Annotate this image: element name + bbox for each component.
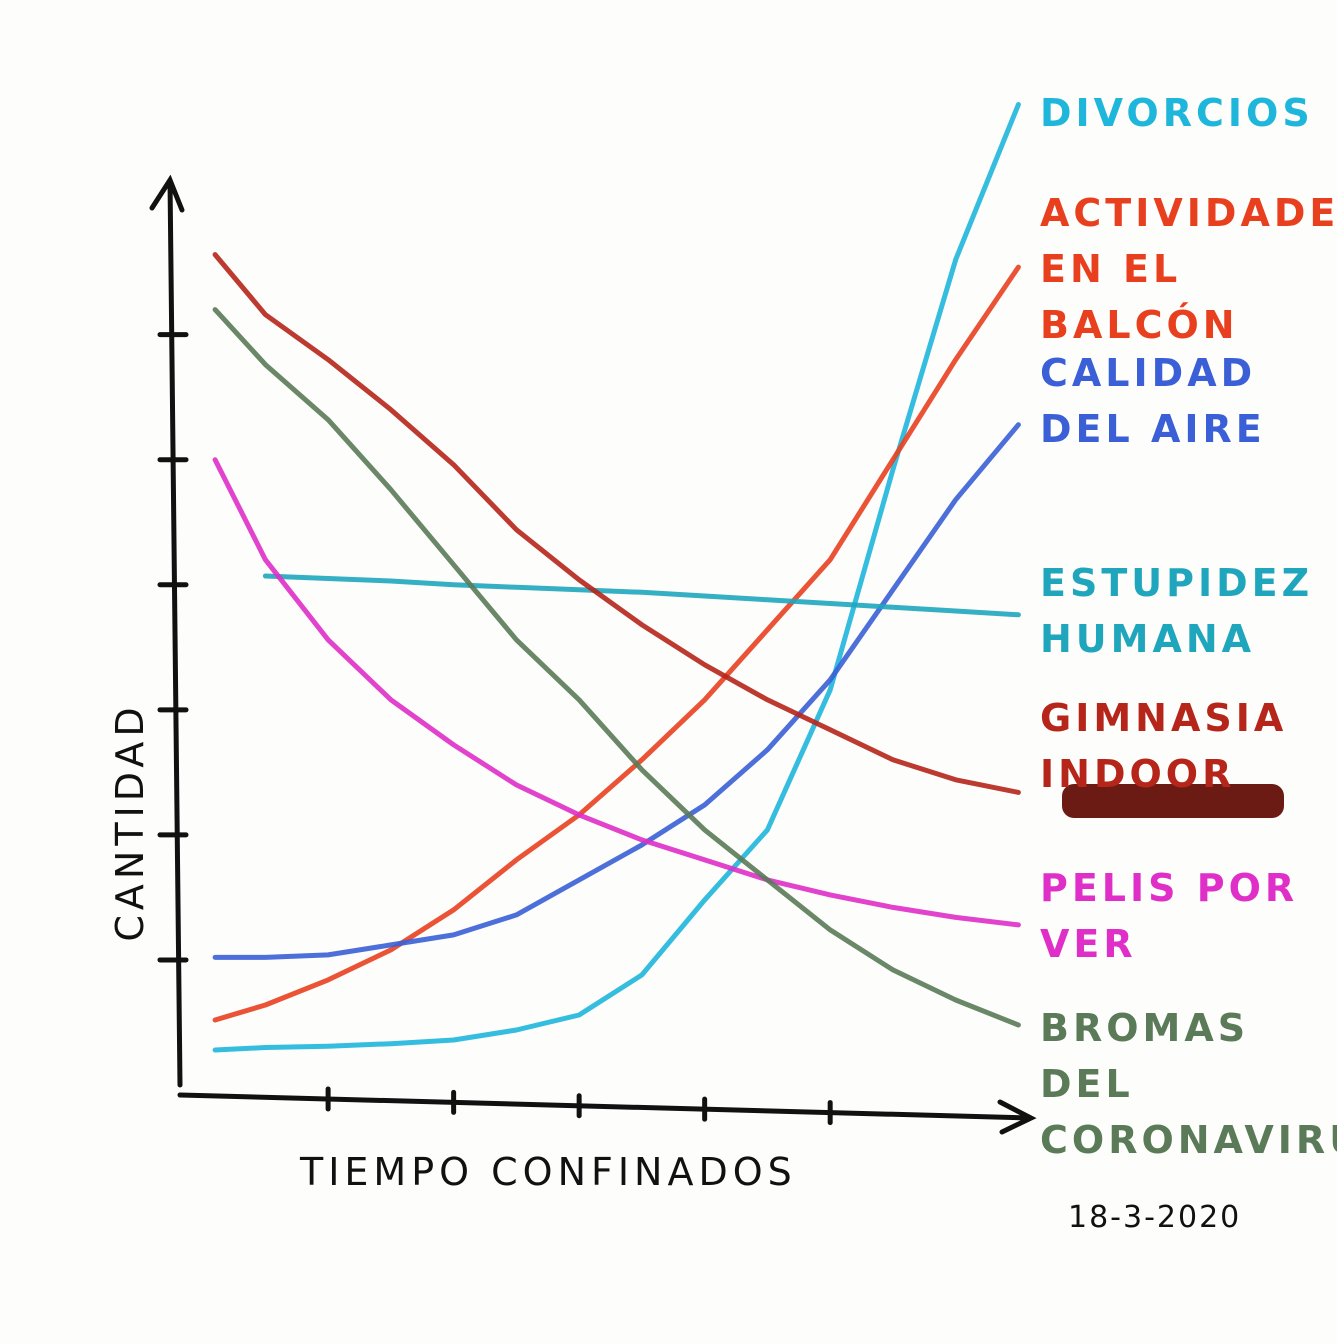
x-axis xyxy=(177,1092,1037,1135)
series-label: BROMAS DEL CORONAVIRUS xyxy=(1040,1006,1337,1162)
axes xyxy=(149,174,1037,1135)
series-line xyxy=(212,457,1021,928)
x-axis-label: TIEMPO CONFINADOS xyxy=(300,1150,797,1194)
series-line xyxy=(212,102,1021,1053)
series-line xyxy=(212,422,1021,960)
series-label: PELIS POR VER xyxy=(1040,866,1299,966)
series-line xyxy=(212,307,1021,1028)
y-axis-label: CANTIDAD xyxy=(108,702,152,942)
series-label: GIMNASIA INDOOR xyxy=(1040,696,1288,796)
series-label: ACTIVIDADES EN EL BALCÓN xyxy=(1040,191,1337,347)
series-label: DIVORCIOS xyxy=(1040,91,1314,135)
series-line xyxy=(212,264,1021,1023)
series-line xyxy=(212,252,1021,795)
series-label: CALIDAD DEL AIRE xyxy=(1040,351,1266,451)
series-line xyxy=(262,573,1021,618)
scribble xyxy=(1062,784,1284,818)
series-label: ESTUPIDEZ HUMANA xyxy=(1040,561,1314,661)
date: 18-3-2020 xyxy=(1068,1200,1242,1235)
y-axis xyxy=(149,174,185,1088)
